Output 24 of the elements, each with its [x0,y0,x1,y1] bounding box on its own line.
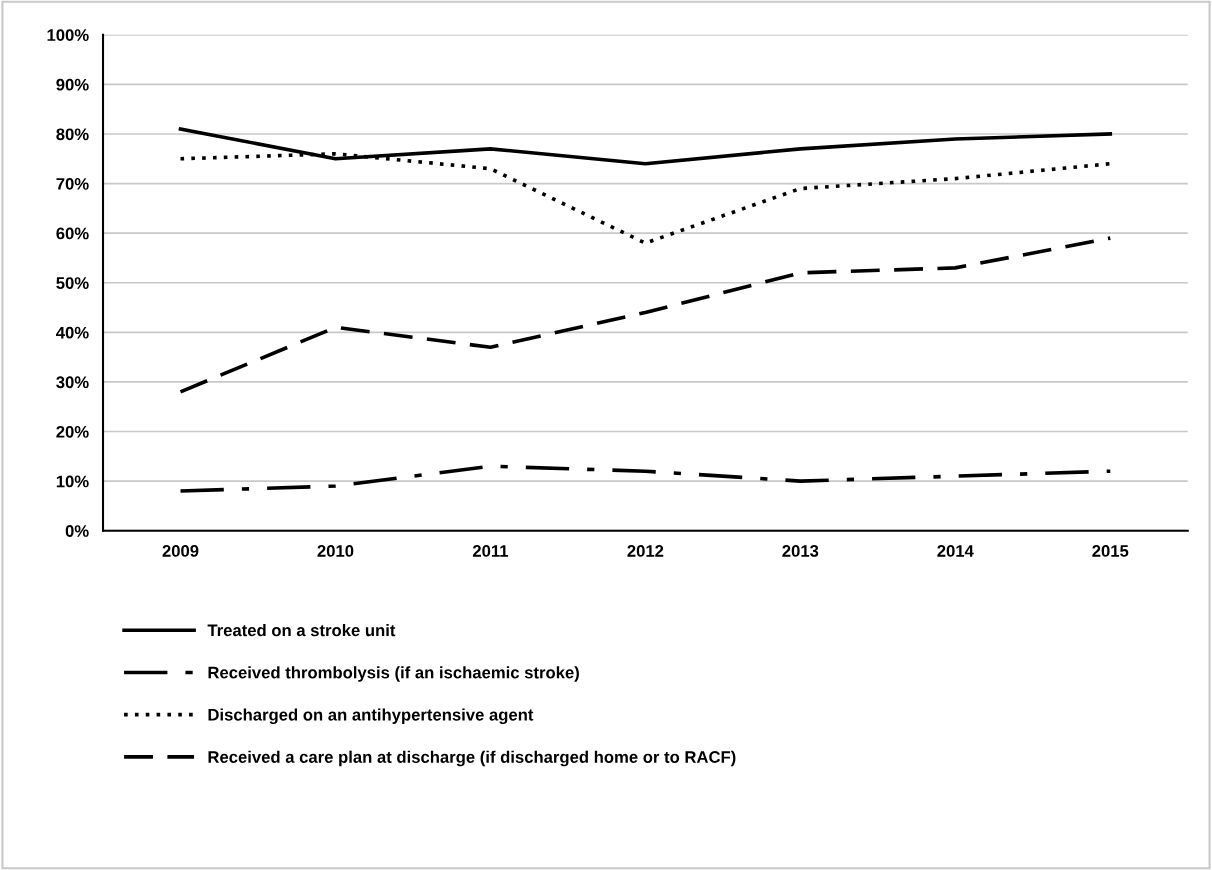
x-tick-label: 2012 [627,545,664,557]
x-tick-label: 2009 [162,545,199,557]
legend-label: Treated on a stroke unit [207,624,396,637]
x-tick-label: 2014 [937,545,974,557]
legend-label: Discharged on an antihypertensive agent [208,708,534,725]
y-tick-label: 70% [56,177,89,190]
legend-label: Received a care plan at discharge (if discharged home or to RACF) [208,750,736,767]
line-series [178,464,1113,493]
y-tick-label: 20% [56,425,89,438]
x-tick-label: 2015 [1092,545,1129,557]
x-tick-label: 2011 [472,545,509,557]
y-tick-label: 50% [56,277,89,289]
y-tick-label: 40% [56,326,89,339]
y-tick-label: 100% [47,29,89,41]
legend-label: Received thrombolysis (if an ischaemic stroke) [208,666,579,682]
y-tick-label: 90% [56,78,89,91]
y-tick-label: 60% [56,227,89,240]
y-tick-label: 80% [56,128,89,141]
x-tick-label: 2010 [317,545,354,557]
line-series [178,236,1113,394]
y-tick-label: 30% [56,376,89,389]
y-tick-label: 10% [56,475,89,488]
x-tick-label: 2013 [782,545,819,557]
y-tick-label: 0% [65,525,89,537]
